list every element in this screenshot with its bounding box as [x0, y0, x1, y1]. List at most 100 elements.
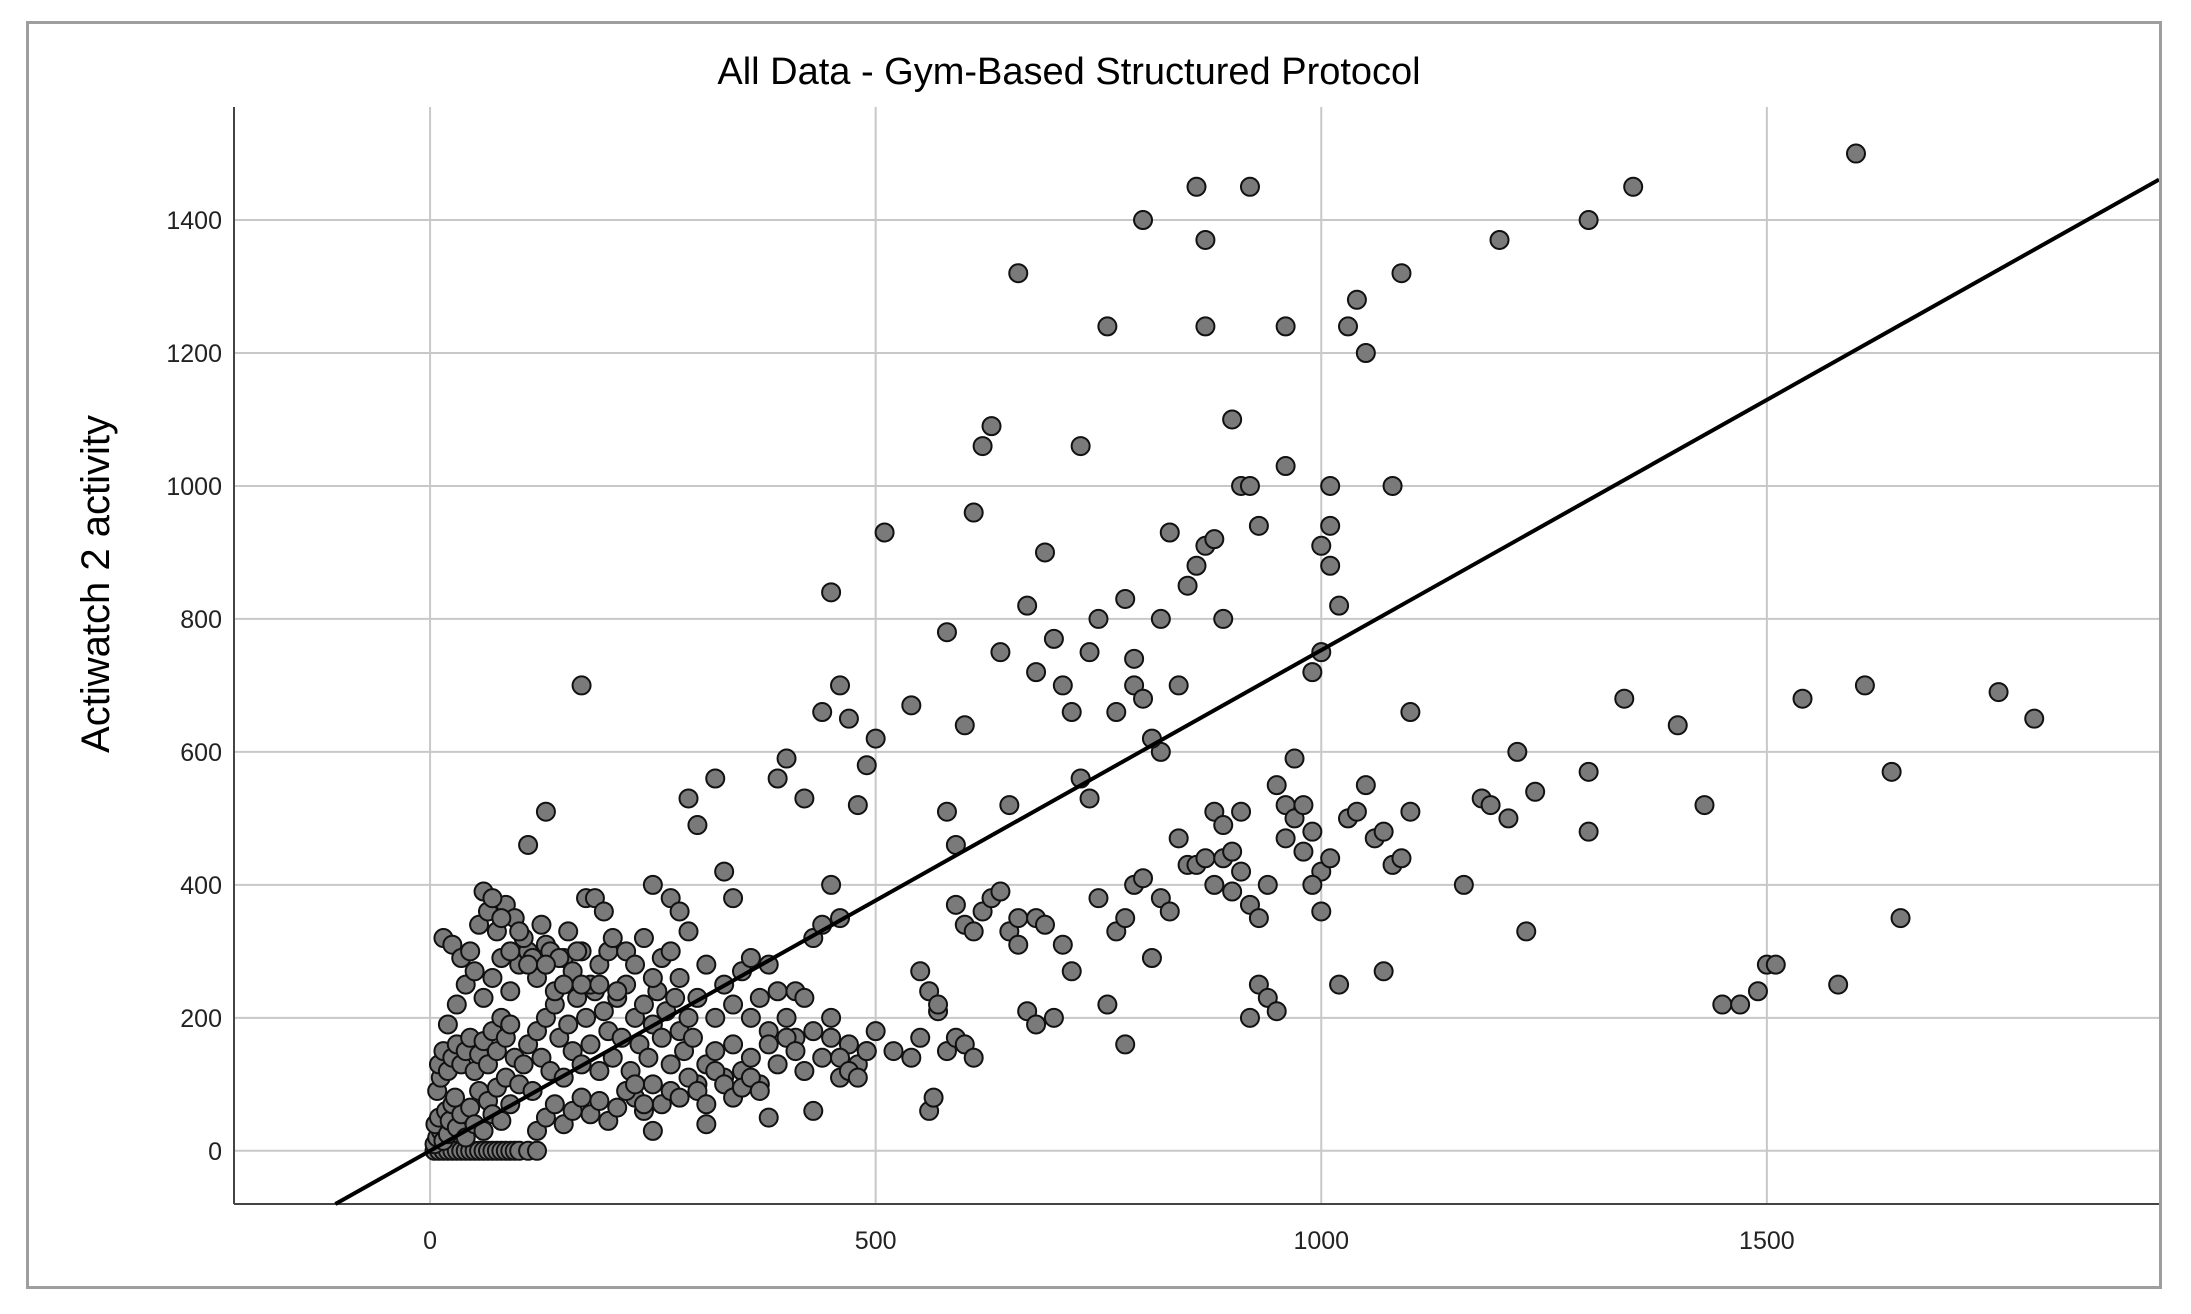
data-point [785, 1041, 806, 1062]
data-point [1026, 662, 1047, 683]
data-point [607, 1097, 628, 1118]
data-point [1293, 841, 1314, 862]
data-point [518, 834, 539, 855]
data-point [1792, 688, 1813, 709]
data-point [1346, 289, 1367, 310]
data-point [1239, 475, 1260, 496]
data-point [963, 1047, 984, 1068]
data-point [928, 994, 949, 1015]
data-point [1213, 815, 1234, 836]
data-point [847, 1067, 868, 1088]
data-point [1747, 981, 1768, 1002]
data-point [1204, 874, 1225, 895]
data-point [767, 1054, 788, 1075]
data-point [1177, 575, 1198, 596]
data-point [1079, 642, 1100, 663]
data-point [1480, 795, 1501, 816]
data-point [990, 642, 1011, 663]
data-point [705, 1041, 726, 1062]
data-point [651, 1027, 672, 1048]
y-axis-label: Actiwatch 2 activity [74, 415, 118, 753]
data-point [1239, 176, 1260, 197]
data-point [999, 795, 1020, 816]
data-point [460, 941, 481, 962]
data-point [901, 695, 922, 716]
data-point [1765, 954, 1786, 975]
data-point [865, 728, 886, 749]
scatter-chart: All Data - Gym-Based Structured Protocol… [74, 51, 2159, 1255]
data-point [696, 954, 717, 975]
data-point [990, 881, 1011, 902]
data-point [589, 1090, 610, 1111]
data-point [1320, 555, 1341, 576]
data-point [1845, 143, 1866, 164]
data-point [1186, 176, 1207, 197]
data-point [580, 1034, 601, 1055]
data-point [749, 1080, 770, 1101]
data-point [936, 622, 957, 643]
data-point [758, 1034, 779, 1055]
data-point [1623, 176, 1644, 197]
data-point [865, 1021, 886, 1042]
data-point [1204, 529, 1225, 550]
data-point [1195, 229, 1216, 250]
data-point [1052, 675, 1073, 696]
data-point [1498, 808, 1519, 829]
data-point [1302, 874, 1323, 895]
data-point [1400, 801, 1421, 822]
data-point [500, 941, 521, 962]
data-point [1150, 608, 1171, 629]
data-point [531, 914, 552, 935]
data-point [1320, 475, 1341, 496]
data-point [1311, 901, 1332, 922]
data-point [1213, 608, 1234, 629]
data-point [1133, 688, 1154, 709]
data-point [936, 801, 957, 822]
data-point [812, 702, 833, 723]
data-point [1489, 229, 1510, 250]
data-point [696, 1114, 717, 1135]
x-tick-label: 1500 [1739, 1227, 1795, 1255]
data-point [1159, 901, 1180, 922]
data-point [527, 1140, 548, 1161]
data-point [1694, 795, 1715, 816]
data-point [1890, 908, 1911, 929]
data-point [1275, 316, 1296, 337]
data-point [1391, 848, 1412, 869]
x-tick-label: 1000 [1293, 1227, 1349, 1255]
data-point [535, 801, 556, 822]
data-point [821, 1027, 842, 1048]
data-point [1043, 1007, 1064, 1028]
data-point [794, 987, 815, 1008]
data-point [473, 987, 494, 1008]
data-point [1008, 934, 1029, 955]
data-point [571, 974, 592, 995]
data-point [544, 1094, 565, 1115]
data-point [758, 1107, 779, 1128]
data-point [1988, 682, 2009, 703]
data-point [1133, 868, 1154, 889]
data-point [482, 888, 503, 909]
data-point [660, 1054, 681, 1075]
data-point [589, 1061, 610, 1082]
data-point [669, 901, 690, 922]
data-point [1115, 908, 1136, 929]
data-point [576, 1007, 597, 1028]
data-point [513, 1054, 534, 1075]
data-point [1124, 648, 1145, 669]
axes [233, 107, 2159, 1205]
data-point [1391, 263, 1412, 284]
data-point [749, 987, 770, 1008]
data-point [1338, 316, 1359, 337]
data-point [1257, 874, 1278, 895]
data-point [607, 981, 628, 1002]
chart-title: All Data - Gym-Based Structured Protocol [717, 51, 1420, 93]
tick-labels: 0 500 1000 1500 0 200 400 600 800 1000 1200 1400 [166, 207, 1794, 1255]
data-point [642, 1120, 663, 1141]
data-point [1222, 409, 1243, 430]
data-point [1026, 1014, 1047, 1035]
data-point [1043, 628, 1064, 649]
data-point [1061, 961, 1082, 982]
data-point [678, 921, 699, 942]
data-points [424, 143, 2045, 1161]
